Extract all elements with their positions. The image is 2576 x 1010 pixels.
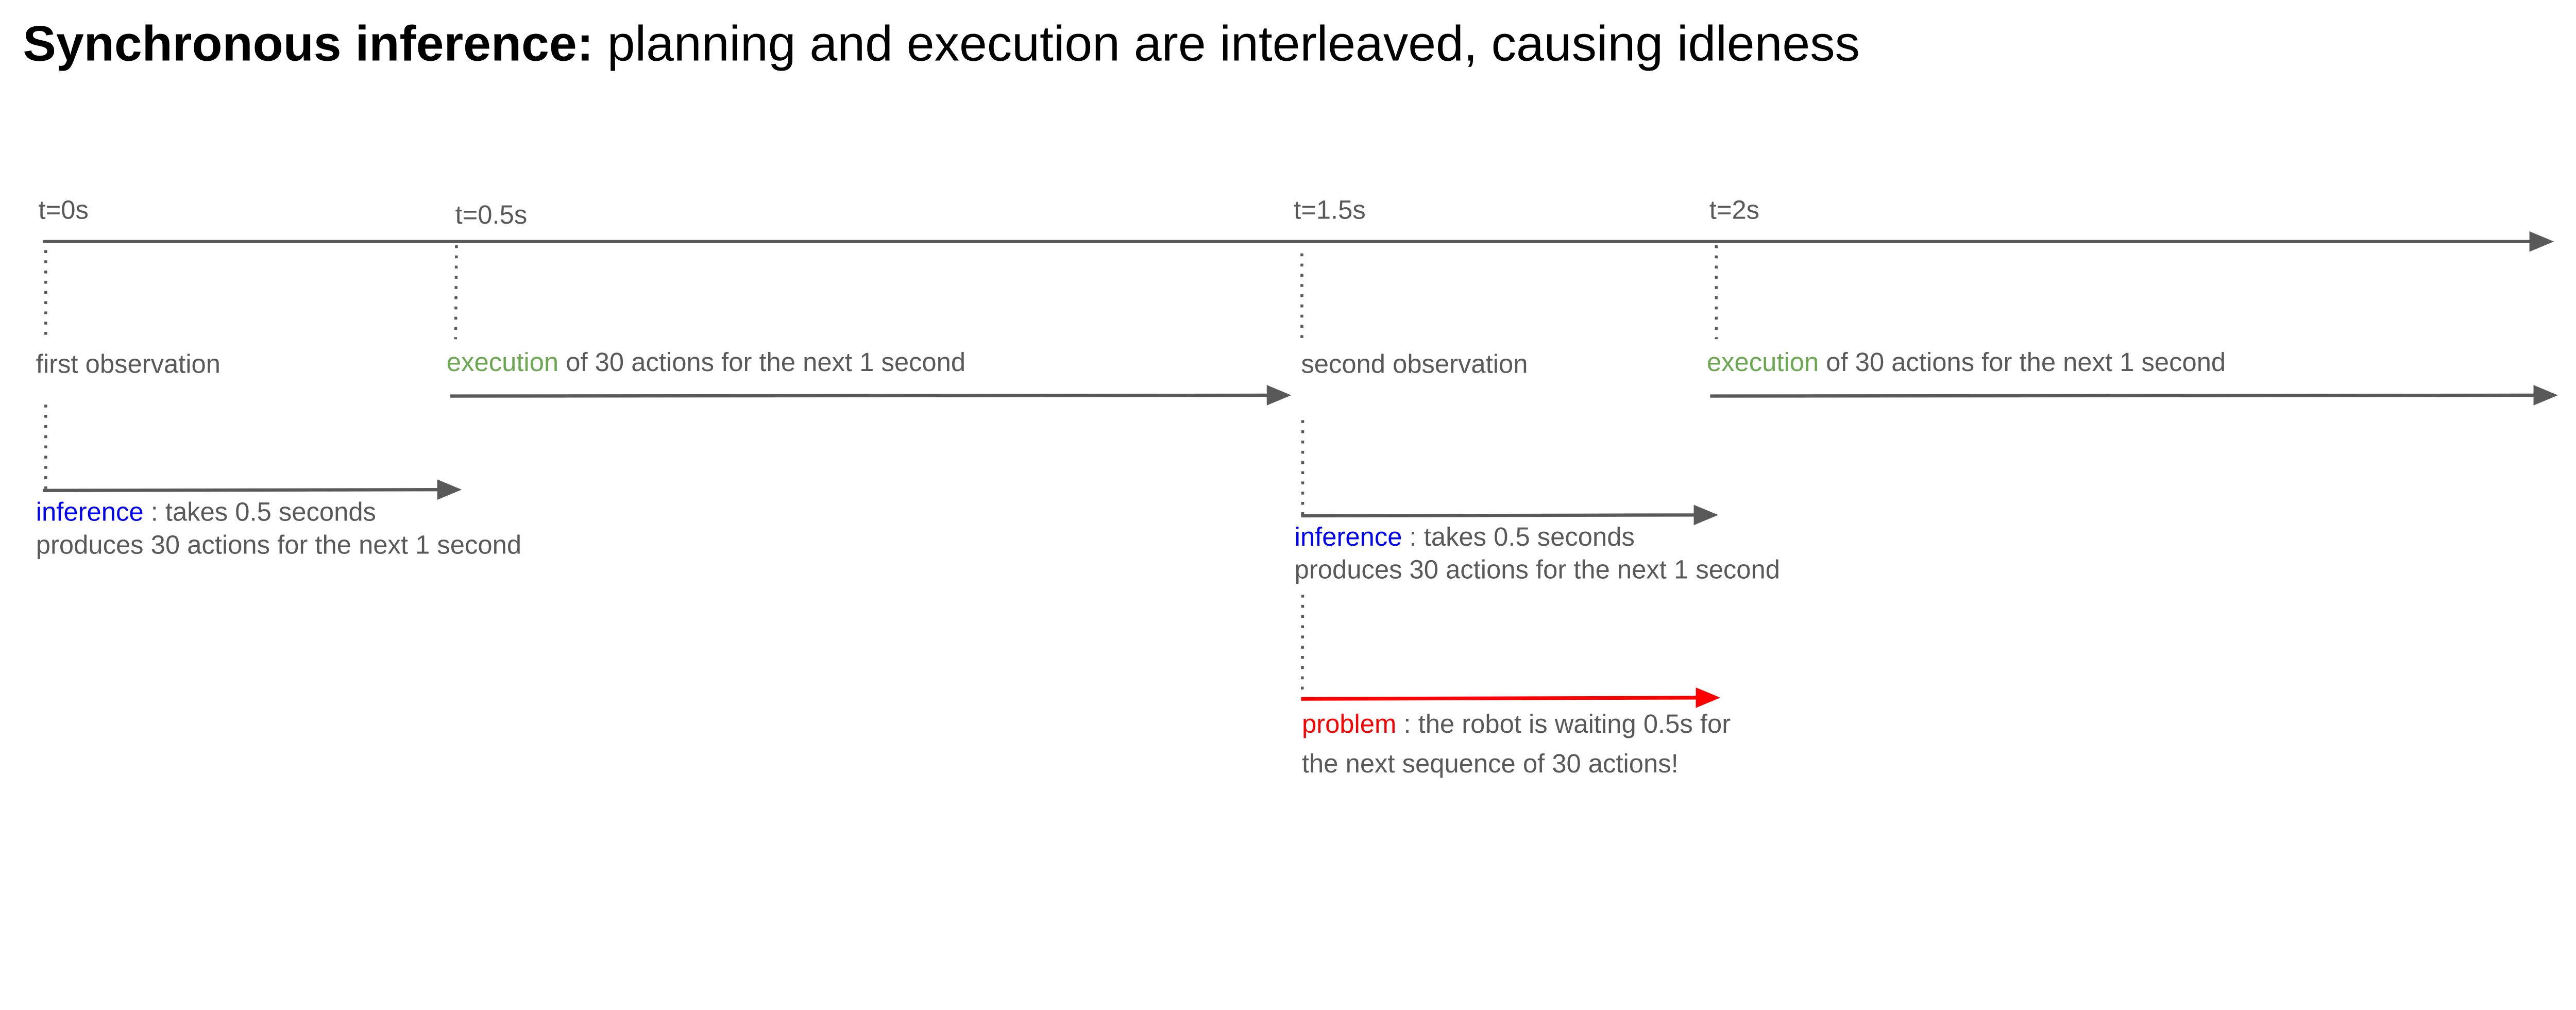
dotted-guide (1300, 595, 1304, 691)
inference-arrow-2 (1301, 513, 1698, 518)
arrowhead (2529, 231, 2554, 252)
arrowhead (1693, 504, 1719, 526)
tick-label-2: t=1.5s (1294, 195, 1366, 224)
dotted-guide (454, 245, 458, 340)
inference-rest: : takes 0.5 seconds (1402, 522, 1634, 551)
execution-keyword: execution (447, 347, 558, 377)
inference-label-1: inference : takes 0.5 seconds (36, 497, 376, 526)
tick-label-0: t=0s (39, 195, 89, 224)
tick-label-3: t=2s (1709, 195, 1759, 224)
problem-rest: : the robot is waiting 0.5s for (1396, 709, 1731, 738)
inference-detail-2: produces 30 actions for the next 1 secon… (1295, 554, 1780, 584)
arrowhead (437, 479, 462, 500)
first-observation-label: first observation (36, 349, 221, 378)
execution-rest: of 30 actions for the next 1 second (558, 347, 965, 377)
tick-label-1: t=0.5s (455, 200, 528, 229)
execution-rest: of 30 actions for the next 1 second (1819, 347, 2226, 377)
execution-keyword: execution (1707, 347, 1819, 377)
arrowhead (1696, 687, 1721, 708)
inference-arrow-1 (43, 488, 442, 492)
arrowhead (2533, 385, 2558, 406)
problem-arrow (1301, 696, 1700, 701)
inference-keyword: inference (36, 497, 144, 526)
title-rest: planning and execution are interleaved, … (594, 15, 1860, 71)
title-bold: Synchronous inference: (23, 15, 593, 71)
inference-label-2: inference : takes 0.5 seconds (1295, 522, 1635, 551)
inference-keyword: inference (1295, 522, 1402, 551)
execution-arrow-1 (450, 393, 1271, 398)
execution-label-2: execution of 30 actions for the next 1 s… (1707, 347, 2226, 377)
inference-rest: : takes 0.5 seconds (144, 497, 376, 526)
problem-label: problem : the robot is waiting 0.5s for (1302, 709, 1731, 738)
page-title: Synchronous inference: planning and exec… (23, 15, 1860, 71)
arrowhead (1266, 385, 1292, 406)
second-observation-label: second observation (1301, 349, 1528, 378)
problem-detail: the next sequence of 30 actions! (1302, 749, 1679, 778)
execution-arrow-2 (1710, 393, 2538, 398)
execution-label-1: execution of 30 actions for the next 1 s… (447, 347, 965, 377)
inference-detail-1: produces 30 actions for the next 1 secon… (36, 530, 521, 560)
problem-keyword: problem (1302, 709, 1396, 738)
sync-inference-diagram: Synchronous inference: planning and exec… (23, 15, 2558, 778)
